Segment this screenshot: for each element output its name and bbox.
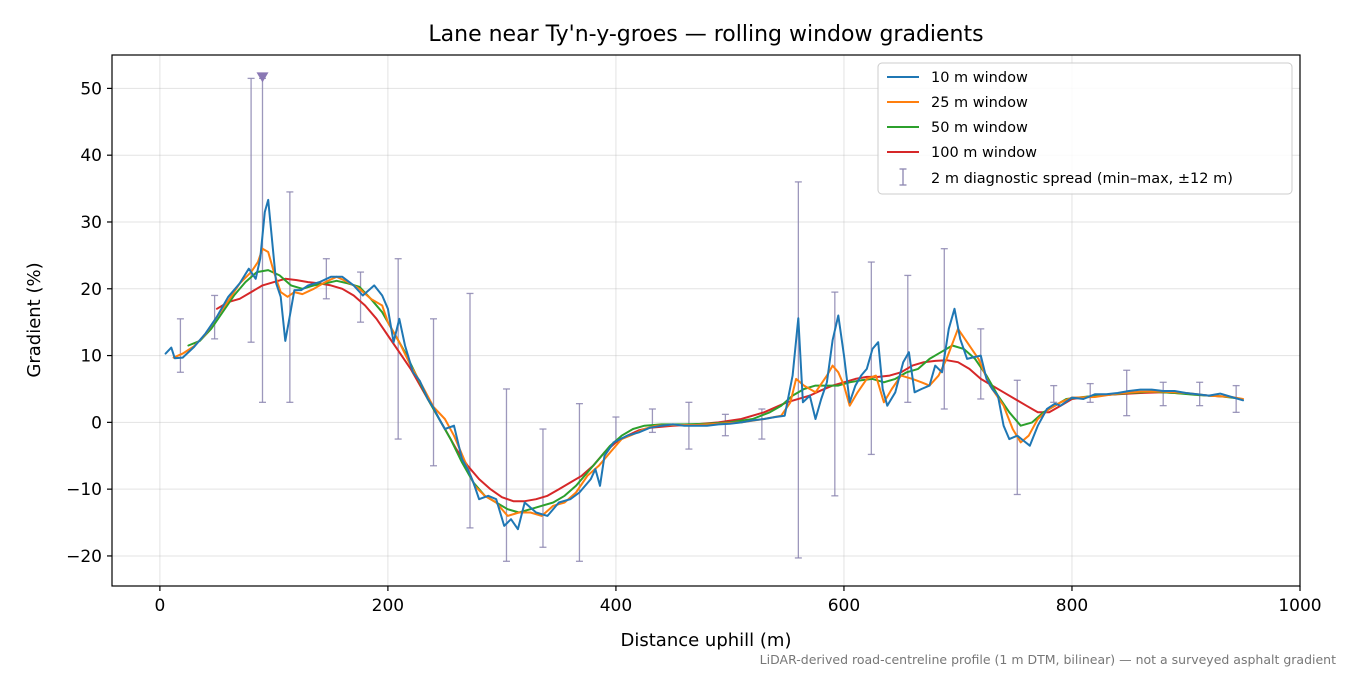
axis-ticks: 0 200 400 600 800 1000 −20 −10 0 10 20 30 40 50 (66, 79, 1322, 616)
series-line (215, 277, 1233, 503)
legend-label-100m: 100 m window (931, 145, 1037, 161)
spread-errorbar (940, 248, 948, 410)
x-tick-label: 0 (154, 596, 165, 616)
series-line (164, 198, 1244, 531)
spread-errorbar (211, 294, 219, 340)
chart-title: Lane near Ty'n-y-groes — rolling window … (428, 22, 983, 47)
y-tick-label: 0 (91, 413, 102, 433)
spread-errorbar (904, 274, 912, 403)
spread-errorbar (721, 413, 729, 437)
y-tick-label: −10 (66, 480, 102, 500)
legend-label-50m: 50 m window (931, 120, 1028, 136)
y-tick-label: 30 (80, 213, 102, 233)
y-tick-label: 50 (80, 79, 102, 99)
spread-errorbar (867, 261, 875, 456)
y-tick-label: 40 (80, 146, 102, 166)
spread-errorbar (1086, 382, 1094, 403)
y-tick-label: −20 (66, 547, 102, 567)
spread-errorbar (1159, 381, 1167, 407)
x-tick-label: 1000 (1278, 596, 1321, 616)
clipped-spread-marker (256, 72, 269, 83)
legend-label-spread: 2 m diagnostic spread (min–max, ±12 m) (931, 171, 1233, 187)
series-line (187, 269, 1239, 514)
footnote: LiDAR-derived road-centreline profile (1… (760, 652, 1336, 667)
spread-errorbar (502, 388, 510, 562)
legend-box (877, 62, 1293, 195)
plot-area (164, 72, 1244, 562)
x-tick-label: 800 (1056, 596, 1088, 616)
y-tick-label: 20 (80, 280, 102, 300)
spread-errorbar (539, 428, 547, 548)
y-tick-label: 10 (80, 347, 102, 367)
spread-errorbar (1050, 384, 1058, 403)
spread-errorbar (648, 408, 656, 434)
x-axis-label: Distance uphill (m) (621, 630, 792, 651)
x-tick-label: 400 (600, 596, 632, 616)
spread-errorbar (758, 408, 766, 440)
x-tick-label: 200 (372, 596, 404, 616)
spread-errorbar (794, 181, 802, 559)
legend-label-25m: 25 m window (931, 95, 1028, 111)
spread-errorbar (831, 291, 839, 497)
legend-label-10m: 10 m window (931, 70, 1028, 86)
spread-errorbar (286, 191, 294, 403)
spread-errorbar (247, 77, 255, 343)
legend: 10 m window 25 m window 50 m window 100 … (877, 62, 1293, 195)
legend-swatch-errorbar (899, 168, 907, 186)
plot-frame (111, 54, 1301, 587)
x-tick-label: 600 (828, 596, 860, 616)
y-axis-label: Gradient (%) (24, 262, 45, 377)
spread-errorbar (176, 318, 184, 373)
spread-errorbar (466, 292, 474, 529)
spread-errorbar (430, 318, 438, 467)
spread-errorbar (357, 271, 365, 323)
